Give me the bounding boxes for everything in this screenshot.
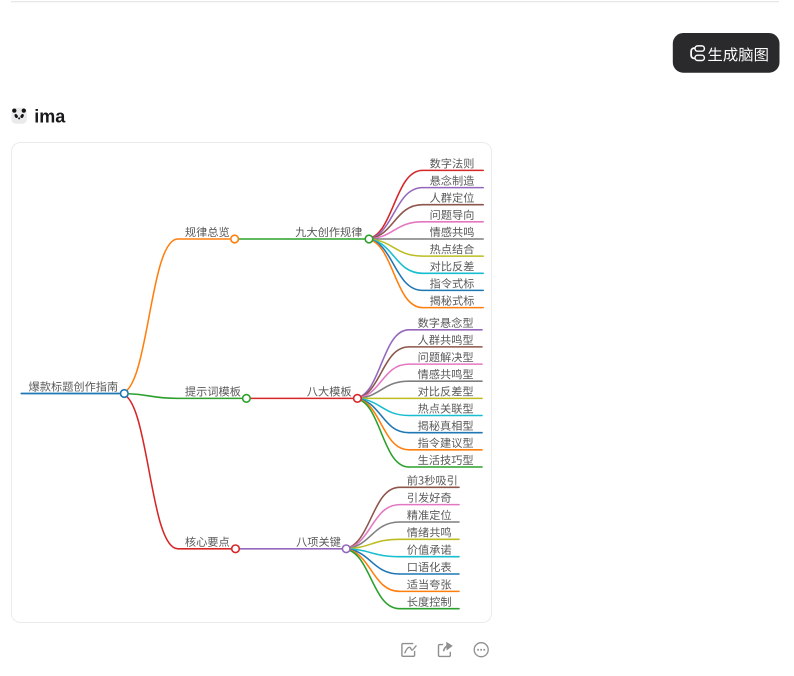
svg-text:ima: ima (34, 106, 66, 126)
